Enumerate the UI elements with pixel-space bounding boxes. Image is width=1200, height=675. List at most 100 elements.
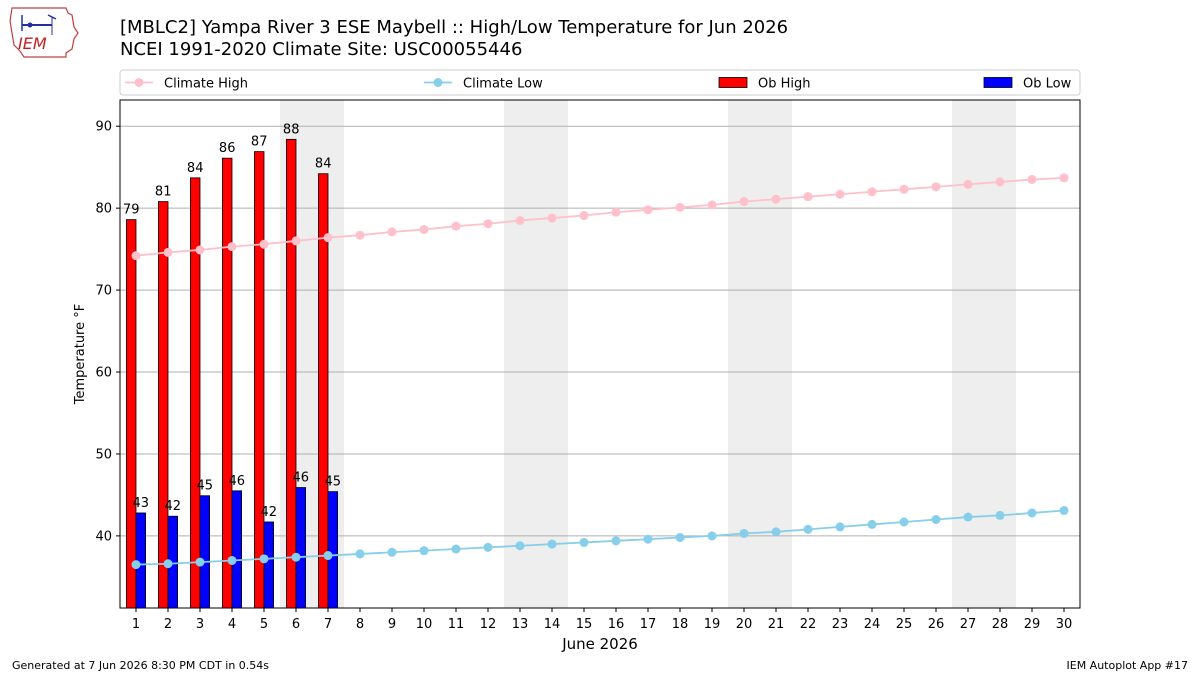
climate-high-point — [131, 251, 141, 261]
climate-high-point — [195, 245, 205, 255]
climate-low-point — [995, 510, 1005, 520]
climate-high-line — [135, 176, 1065, 257]
climate-low-point — [675, 533, 685, 543]
x-tick-label: 17 — [640, 617, 657, 632]
x-tick-label: 2 — [164, 617, 172, 632]
climate-high-point — [451, 221, 461, 231]
x-tick-label: 8 — [356, 617, 364, 632]
ob-high-bar — [285, 138, 297, 609]
title-line-2: NCEI 1991-2020 Climate Site: USC00055446 — [120, 39, 523, 60]
climate-high-point — [867, 187, 877, 197]
x-tick-label: 14 — [544, 617, 561, 632]
climate-low-point — [739, 528, 749, 538]
y-tick-label: 90 — [95, 120, 112, 135]
y-tick-label: 70 — [95, 284, 112, 299]
title-line-1: [MBLC2] Yampa River 3 ESE Maybell :: Hig… — [120, 17, 789, 38]
legend-climate-high-label: Climate High — [164, 77, 248, 92]
climate-low-point — [611, 536, 621, 546]
app-credit: IEM Autoplot App #17 — [1066, 659, 1189, 672]
climate-low-point — [483, 542, 493, 552]
climate-low-point — [259, 554, 269, 564]
x-tick-label: 19 — [704, 617, 721, 632]
climate-high-point — [355, 230, 365, 240]
x-tick-label: 27 — [960, 617, 977, 632]
climate-high-point — [675, 202, 685, 212]
x-tick-label: 23 — [832, 617, 849, 632]
climate-high-point — [803, 192, 813, 202]
climate-low-point — [803, 524, 813, 534]
climate-low-point — [387, 547, 397, 557]
climate-low-point — [195, 557, 205, 567]
y-axis-label: Temperature °F — [73, 304, 88, 405]
climate-low-point — [643, 534, 653, 544]
logo-text: IEM — [18, 34, 47, 53]
legend-climate-low-swatch-marker — [433, 78, 443, 87]
climate-high-point — [931, 182, 941, 192]
climate-high-point — [163, 247, 173, 257]
legend-climate-high-swatch-marker — [134, 78, 144, 87]
ob-low-label: 42 — [165, 499, 182, 514]
climate-low-point — [451, 544, 461, 554]
climate-low-point — [899, 517, 909, 527]
climate-low-point — [931, 515, 941, 525]
weekend-shade-band — [728, 100, 792, 608]
climate-low-point — [963, 512, 973, 522]
climate-low-point — [1059, 505, 1069, 515]
x-tick-label: 4 — [228, 617, 236, 632]
climate-high-point — [739, 197, 749, 207]
x-tick-label: 5 — [260, 617, 268, 632]
legend-ob-high-label: Ob High — [758, 77, 811, 92]
ob-low-label: 45 — [197, 479, 214, 494]
climate-low-point — [771, 527, 781, 537]
climate-low-line — [135, 509, 1065, 566]
climate-high-point — [707, 200, 717, 210]
climate-high-point — [259, 239, 269, 249]
ob-low-bar — [199, 495, 210, 609]
x-tick-label: 12 — [480, 617, 497, 632]
climate-high-point — [643, 205, 653, 215]
x-tick-label: 21 — [768, 617, 785, 632]
climate-low-point — [355, 549, 365, 559]
ob-low-label: 42 — [261, 505, 278, 520]
iem-logo: IEM — [8, 5, 82, 63]
climate-low-point — [419, 546, 429, 556]
x-tick-label: 22 — [800, 617, 817, 632]
bar-labels: 79 81 84 86 87 88 84 43 42 45 46 42 46 45 — [123, 122, 341, 520]
ob-high-label: 88 — [283, 122, 300, 137]
climate-high-point — [419, 224, 429, 234]
x-tick-label: 7 — [324, 617, 332, 632]
generated-timestamp: Generated at 7 Jun 2026 8:30 PM CDT in 0… — [12, 659, 270, 672]
ob-high-bar — [157, 201, 169, 609]
x-tick-label: 20 — [736, 617, 753, 632]
legend-box — [119, 69, 1081, 96]
climate-low-point — [323, 551, 333, 561]
legend-ob-low-swatch — [983, 77, 1013, 88]
plot-frame — [119, 99, 1081, 609]
ob-low-label: 46 — [293, 471, 310, 486]
climate-low-point — [547, 539, 557, 549]
ob-low-bar — [263, 521, 275, 609]
x-tick-label: 15 — [576, 617, 593, 632]
x-tick-label: 29 — [1024, 617, 1041, 632]
climate-low-point — [835, 522, 845, 532]
climate-high-point — [227, 242, 237, 252]
ob-high-bar — [221, 157, 233, 609]
climate-high-point — [515, 215, 525, 225]
climate-high-point — [835, 189, 845, 199]
climate-low-point — [1027, 508, 1037, 518]
weekend-shade-band — [504, 100, 568, 608]
climate-high-point — [611, 207, 621, 217]
x-tick-label: 24 — [864, 617, 881, 632]
climate-lines — [131, 173, 1069, 570]
legend-ob-low-label: Ob Low — [1023, 77, 1072, 92]
climate-low-point — [163, 559, 173, 569]
weekend-shading — [280, 100, 1016, 608]
y-tick-label: 80 — [95, 202, 112, 217]
ob-high-label: 84 — [187, 161, 204, 176]
y-tick-label: 50 — [95, 447, 112, 462]
ob-high-label: 86 — [219, 141, 236, 156]
climate-high-point — [387, 227, 397, 237]
y-tick-label: 60 — [95, 366, 112, 381]
